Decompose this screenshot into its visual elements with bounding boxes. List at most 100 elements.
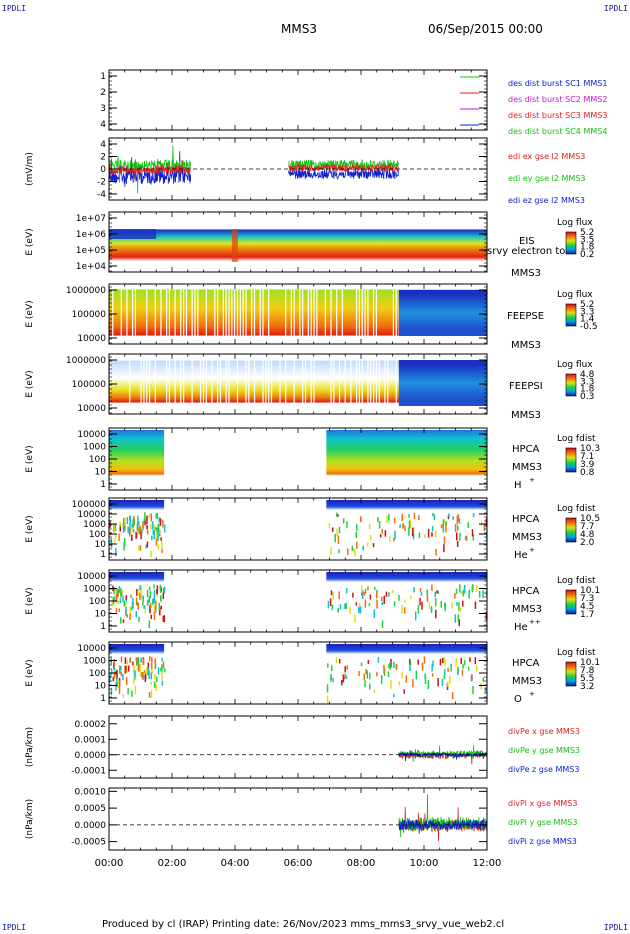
feeps-e-gap-stripe [234, 288, 236, 340]
hpca-he-pixel [334, 533, 336, 543]
hpca-he-pixel [346, 548, 349, 556]
hpca-h-ytick-label: 100 [89, 455, 106, 465]
feeps-i-gap-stripe [330, 358, 332, 410]
hpca-hepp-pixel [364, 599, 367, 608]
hpca-hepp-pixel [426, 589, 428, 596]
divpe-ylabel: (nPa/km) [25, 727, 35, 767]
feeps-i-gap-stripe [375, 358, 378, 410]
hpca-hepp-pixel [126, 614, 128, 618]
hpca-hepp-pixel [361, 585, 363, 592]
hpca-hepp-pixel [138, 616, 140, 623]
feeps-e-gap-stripe [302, 288, 304, 340]
hpca-hepp-spectrogram-interval [326, 572, 487, 628]
spacecraft-title: MMS3 [281, 22, 317, 36]
hpca-hepp-frame [108, 569, 488, 633]
hpca-he-colorbar-tick: 7.7 [580, 522, 594, 532]
hpca-hepp-pixel [153, 589, 156, 598]
hpca-hepp-pixel [162, 592, 165, 599]
hpca-he-pixel [386, 515, 388, 523]
hpca-hepp-pixel [153, 594, 156, 604]
feeps-i-gap-stripe [143, 358, 145, 410]
hpca-he-pixel [448, 513, 450, 518]
hpca-hepp-pixel [131, 606, 133, 611]
hpca-he-pixel [381, 529, 383, 534]
hpca-o-pixel [390, 658, 392, 668]
hpca-o-pixel [439, 658, 442, 666]
feeps-i-gap-stripe [372, 358, 375, 410]
hpca-o-pixel [484, 687, 487, 693]
hpca-o-pixel [151, 656, 153, 663]
hpca-o-pixel [441, 678, 444, 686]
hpca-he-pixel [457, 514, 460, 522]
hpca-hepp-pixel [443, 602, 446, 608]
hpca-o-pixel [163, 668, 166, 673]
hpca-hepp-pixel [141, 600, 144, 606]
feeps-i-gap-stripe [205, 358, 207, 410]
hpca-hepp-pixel [457, 614, 460, 623]
hpca-he-pixel [412, 533, 415, 540]
feeps-e-gap-stripe [253, 288, 256, 340]
hpca-hepp-pixel [137, 603, 139, 610]
hpca-hepp-charge-label: ++ [529, 618, 541, 626]
feeps-e-gap-stripe [245, 288, 247, 340]
hpca-hepp-pixel [111, 599, 114, 607]
eis-feature [231, 229, 238, 262]
hpca-h-colorbar-tick: 0.8 [580, 468, 595, 478]
feeps-i-gap-stripe [183, 358, 185, 410]
divpi-frame [108, 787, 488, 851]
eis-colorbar-title: Log flux [557, 218, 593, 228]
feeps-e-gap-stripe [251, 288, 253, 340]
hpca-o-pixel [154, 674, 156, 680]
hpca-o-ytick-label: 1000 [83, 657, 106, 667]
hpca-he-pixel [401, 513, 404, 521]
hpca-hepp-pixel [337, 607, 339, 613]
hpca-hepp-pixel [122, 619, 125, 623]
hpca-he-pixel [150, 550, 152, 558]
hpca-he-pixel [483, 524, 486, 531]
hpca-hepp-pixel [159, 584, 162, 594]
feeps-i-gap-stripe [202, 358, 205, 410]
eis-colorbar-tick: 3.5 [580, 235, 594, 245]
eis-colorbar [565, 231, 577, 255]
hpca-o-spectrogram-interval [326, 644, 487, 700]
divpe-ytick-label: 0.0000 [75, 751, 107, 761]
x-tick-label: 12:00 [473, 858, 502, 869]
hpca-hepp-pixel [468, 589, 470, 599]
hpca-hepp-ytick-label: 100 [89, 597, 106, 607]
hpca-o-pixel [339, 658, 341, 664]
hpca-o-pixel [116, 669, 118, 679]
hpca-hepp-pixel [139, 585, 141, 591]
feeps-e-gap-stripe [307, 288, 309, 340]
feeps-e-colorbar-title: Log flux [557, 290, 593, 300]
hpca-hepp-pixel [475, 584, 478, 592]
hpca-o-pixel [113, 673, 116, 679]
hpca-he-pixel [126, 517, 129, 525]
feeps-e-gap-stripe [236, 288, 239, 340]
hpca-he-pixel [456, 541, 459, 547]
hpca-hepp-pixel [376, 592, 378, 599]
hpca-hepp-pixel [437, 590, 440, 595]
hpca-hepp-pixel [381, 601, 384, 605]
hpca-h-colorbar-title: Log fdist [557, 434, 596, 444]
hpca-o-colorbar [565, 661, 577, 687]
hpca-hepp-ytick-label: 1 [100, 622, 106, 632]
hpca-o-pixel [139, 663, 142, 673]
panel-divpi: divPi x gse MMS3 divPi y gse MMS3 divPi z … [25, 787, 577, 851]
hpca-o-pixel [398, 681, 401, 686]
hpca-he-pixel [372, 543, 375, 548]
hpca-hepp-pixel [381, 620, 384, 628]
feeps-i-gap-stripe [358, 358, 360, 410]
hpca-hepp-pixel [363, 591, 366, 596]
hpca-h-frame [108, 427, 488, 491]
edi-ex-series-line [108, 158, 191, 182]
hpca-he-pixel [124, 522, 126, 531]
eis-ytick-label: 1e+04 [76, 262, 107, 272]
hpca-hepp-pixel [344, 603, 346, 609]
hpca-o-pixel [110, 688, 113, 696]
hpca-hepp-colorbar-title: Log fdist [557, 576, 596, 586]
hpca-he-colorbar [565, 517, 577, 543]
feeps-i-gap-stripe [268, 358, 270, 410]
